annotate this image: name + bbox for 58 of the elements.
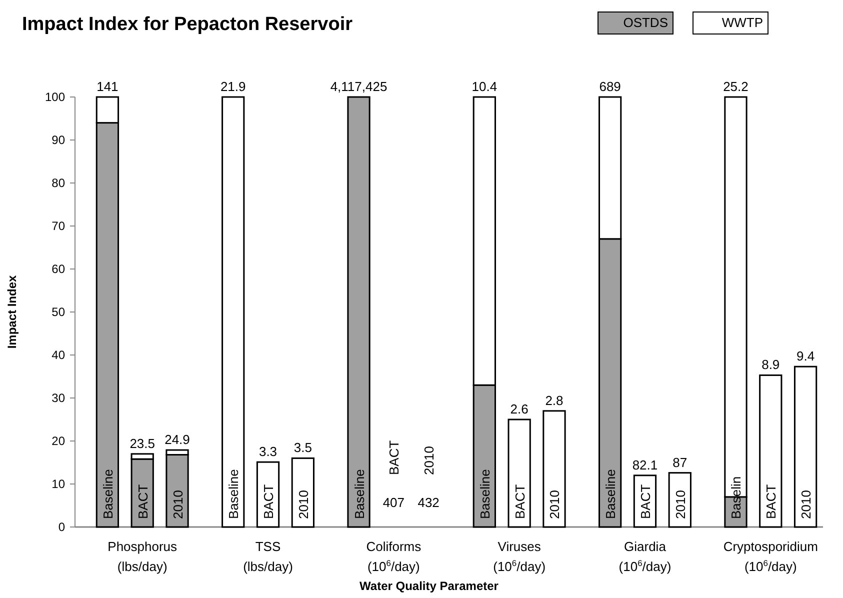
annotation: 87 [672,454,688,470]
x-tick-label: Baseline [226,469,242,519]
y-tick-label: 20 [52,434,66,448]
y-axis-title: Impact Index [5,275,19,349]
x-tick-label: Baselin [728,476,744,519]
x-tick-label: Baseline [352,469,367,519]
annotation: 4,117,425 [330,79,388,94]
x-tick-label: 2010 [798,490,814,519]
text: Coliforms (10$^{6}$/day) [366,539,422,574]
annotation: 407 [382,495,405,510]
annotation: 24.9 [164,432,190,448]
text: TSS (lbs/day) [243,539,293,574]
x-tick-label: BACT [638,484,653,519]
x-tick-label: BACT [386,440,402,475]
y-tick-label: 30 [52,391,66,405]
y-tick-label: 80 [52,176,66,190]
annotation: 9.4 [796,348,815,364]
text: Viruses (10$^{6}$/day) [493,539,546,574]
annotation: 689 [599,79,621,94]
annotation: 23.5 [130,436,156,451]
text: Phosphorus (lbs/day) [108,539,178,574]
annotation: 3.3 [258,444,278,460]
annotation: 25.2 [723,79,748,94]
annotation: 21.9 [220,79,246,94]
y-tick-label: 70 [52,219,66,233]
y-tick-label: 0 [58,520,66,534]
x-tick-label: 2010 [170,490,186,519]
y-tick-label: 40 [52,348,66,362]
x-tick-label: BACT [512,484,528,519]
x-tick-label: 2010 [422,446,437,475]
text: Giardia (10$^{6}$/day) [618,539,672,574]
chart-title: Impact Index for Pepacton Reservoir [22,14,354,35]
annotation: 2.6 [510,402,528,416]
annotation: 141 [96,79,118,94]
annotation: 3.5 [294,440,312,456]
x-tick-label: Baseline [100,469,116,519]
x-tick-label: 2010 [547,490,562,519]
x-tick-label: BACT [135,484,150,519]
x-tick-label: 2010 [672,490,688,519]
annotation: 432 [418,495,440,510]
x-tick-label: BACT [764,484,779,519]
text: WWTP [722,15,763,30]
text: Cryptosporidium (10$^{6}$/day) [723,539,818,574]
x-axis-title: Water Quality Parameter [360,579,499,593]
y-tick-label: 90 [52,133,66,147]
x-tick-label: Baseline [603,469,618,519]
annotation: 8.9 [762,357,780,372]
y-tick-label: 60 [52,262,66,276]
annotation: 10.4 [472,79,498,94]
annotation: 2.8 [545,392,564,408]
x-tick-label: 2010 [296,490,311,519]
y-tick-label: 10 [52,477,66,491]
y-tick-label: 100 [44,90,66,104]
annotation: 82.1 [632,457,658,472]
x-tick-label: BACT [261,484,276,519]
x-tick-label: Baseline [477,469,492,519]
text: OSTDS [623,15,668,30]
y-tick-label: 50 [52,305,66,319]
